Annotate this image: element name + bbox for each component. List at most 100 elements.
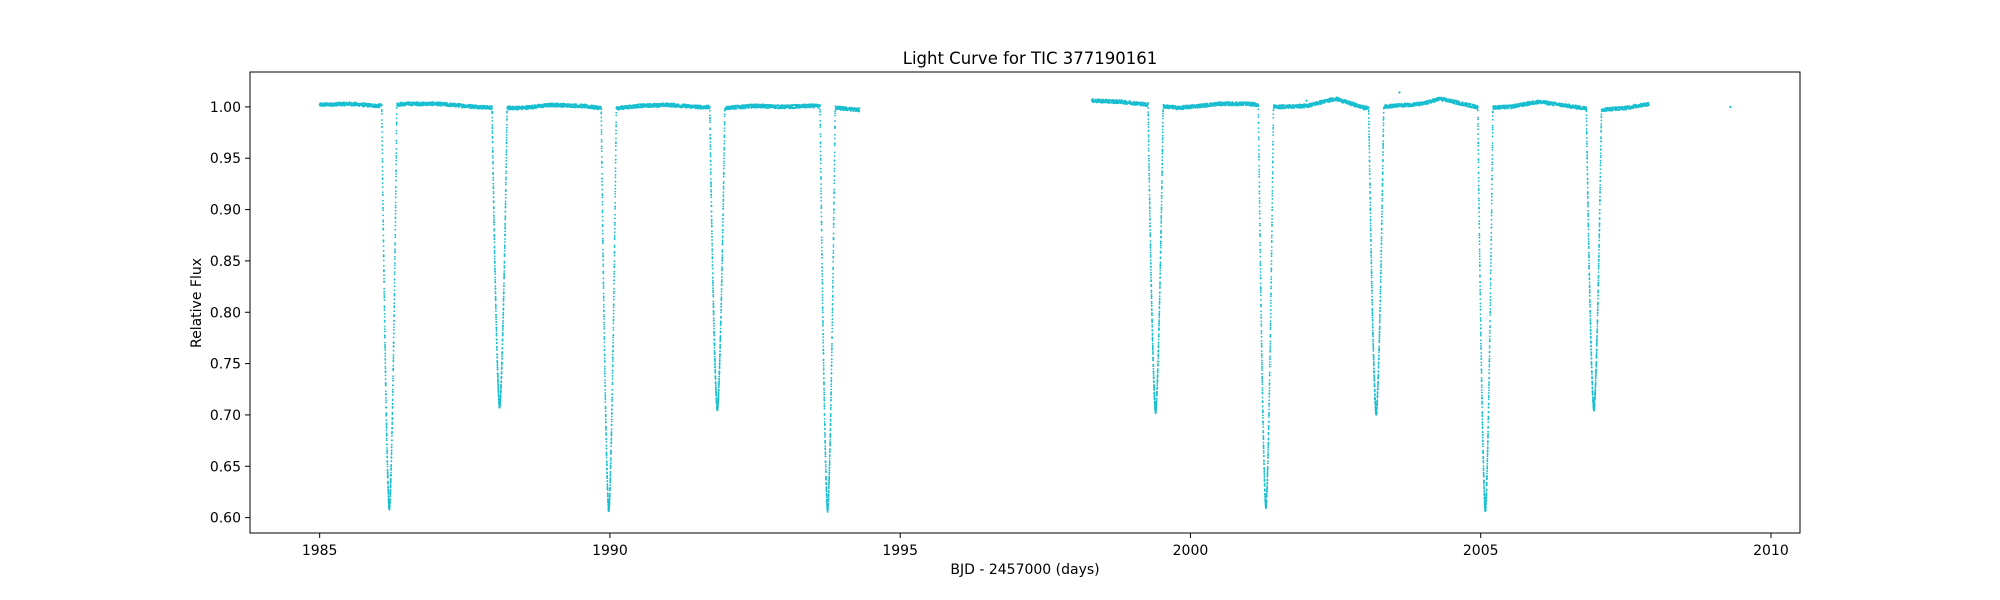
data-point (721, 254, 724, 256)
data-point (821, 290, 824, 293)
data-point (495, 345, 498, 348)
data-point (395, 117, 398, 120)
data-point (389, 498, 392, 500)
data-point (600, 156, 603, 158)
data-point (602, 295, 605, 298)
data-point (612, 322, 615, 325)
data-point (610, 428, 613, 431)
data-point (604, 407, 607, 409)
data-point (600, 120, 603, 123)
data-point (721, 272, 723, 275)
data-point (499, 394, 502, 396)
data-point (831, 314, 834, 317)
data-point (723, 109, 726, 112)
data-point (383, 296, 386, 299)
data-point (384, 349, 387, 352)
data-point (714, 358, 716, 361)
data-point (600, 147, 603, 150)
data-point (603, 354, 606, 357)
data-point (828, 482, 830, 484)
data-point (388, 508, 391, 511)
data-point (712, 282, 714, 285)
data-point (721, 262, 724, 265)
data-point (381, 170, 384, 172)
data-point (820, 239, 823, 242)
data-point (389, 479, 392, 482)
data-point (828, 457, 831, 460)
data-point (615, 111, 618, 114)
data-point (819, 141, 822, 144)
data-point (602, 242, 604, 245)
data-point (825, 471, 827, 474)
data-point (492, 185, 495, 188)
data-point (712, 313, 715, 316)
data-point (830, 379, 833, 382)
data-point (720, 309, 723, 311)
data-point (1258, 202, 1261, 204)
data-point (612, 333, 615, 336)
data-point (714, 377, 717, 380)
data-point (819, 135, 822, 138)
data-point (833, 142, 836, 145)
data-point (819, 119, 822, 122)
data-point (832, 276, 834, 279)
data-point (382, 240, 385, 243)
data-point (711, 230, 713, 233)
data-point (611, 381, 614, 384)
data-point (829, 413, 832, 415)
data-point (1269, 347, 1272, 349)
data-point (394, 224, 397, 227)
data-point (721, 229, 724, 232)
data-point (1264, 495, 1266, 498)
data-point (502, 313, 505, 316)
data-point (383, 294, 386, 297)
data-point (393, 314, 396, 316)
data-point (822, 336, 825, 338)
data-point (709, 116, 711, 119)
data-point (713, 322, 715, 325)
data-point (713, 332, 716, 335)
data-point (601, 232, 604, 235)
data-point (723, 113, 726, 116)
data-point (717, 401, 720, 404)
data-point (387, 495, 390, 497)
data-point (833, 151, 836, 154)
data-point (609, 464, 612, 467)
data-point (831, 318, 834, 321)
data-point (713, 324, 715, 327)
data-point (500, 372, 503, 375)
data-point (386, 452, 389, 455)
data-point (820, 196, 823, 199)
data-point (823, 418, 826, 420)
data-point (830, 388, 833, 391)
data-point (383, 274, 385, 276)
data-point (601, 180, 604, 183)
data-point (494, 292, 497, 295)
data-point (503, 245, 506, 248)
data-point (714, 360, 716, 363)
data-point (824, 448, 827, 451)
data-point (390, 439, 393, 442)
data-point (500, 376, 503, 378)
data-point (831, 311, 834, 314)
data-point (493, 214, 495, 217)
data-point (496, 368, 499, 371)
data-point (386, 474, 389, 476)
data-point (506, 115, 508, 118)
data-point (723, 130, 726, 132)
data-point (613, 238, 616, 241)
data-point (505, 131, 508, 134)
data-point (820, 204, 823, 207)
data-point (1260, 344, 1263, 347)
data-point (611, 372, 614, 374)
data-point (611, 365, 614, 368)
data-point (381, 152, 384, 155)
data-point (500, 366, 503, 369)
data-point (501, 329, 504, 331)
data-point (821, 262, 823, 265)
data-point (612, 312, 615, 315)
data-point (500, 386, 502, 389)
data-point (495, 334, 498, 337)
data-point (1148, 165, 1150, 168)
data-point (615, 114, 618, 117)
